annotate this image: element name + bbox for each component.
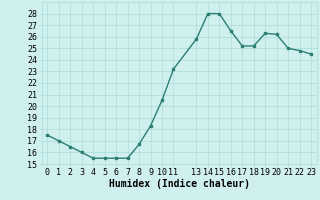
X-axis label: Humidex (Indice chaleur): Humidex (Indice chaleur) xyxy=(109,179,250,189)
